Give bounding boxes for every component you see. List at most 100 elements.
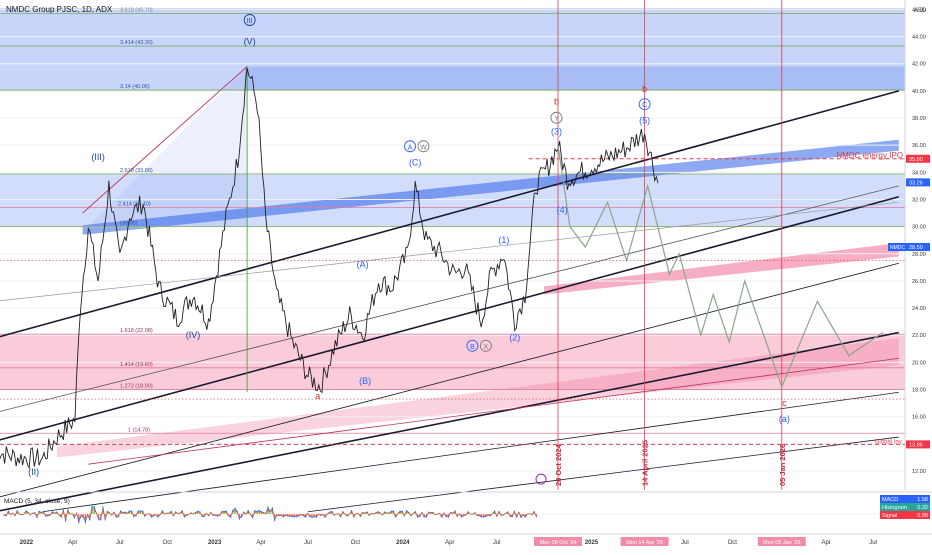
macd-value-number: 1.58 <box>917 497 928 503</box>
fib-level-label: 1.414 (19.60) <box>120 362 153 368</box>
wave-label-circle <box>638 98 651 111</box>
price-layer <box>0 67 884 470</box>
x-axis-badge: Mon 28 Oct '24 <box>539 540 576 546</box>
price-series-line <box>0 67 659 470</box>
y-tick-label: 40.00 <box>912 89 926 95</box>
macd-value-number: 0.99 <box>917 513 928 519</box>
price-tag-label: 33.26 <box>909 180 923 186</box>
x-axis-badge: Mon 14 Apr '25 <box>626 540 663 546</box>
ipo-label: NMDC energy IPO <box>836 151 903 160</box>
y-tick-label: 44.00 <box>912 35 926 41</box>
price-tag-prefix-bg <box>888 243 906 251</box>
wave-label: Y <box>554 116 559 123</box>
y-tick-label: 12.00 <box>912 469 926 475</box>
trend-line <box>88 357 899 465</box>
wave-label: (IV) <box>186 330 201 340</box>
wave-label-circle <box>479 339 492 352</box>
x-tick-label: 2024 <box>396 540 410 546</box>
wave-triangle-shade <box>88 66 248 227</box>
wave-label: B <box>470 344 475 351</box>
wave-label: (a) <box>779 414 790 424</box>
x-tick-label: Jul <box>116 540 124 546</box>
lightning-icon <box>535 473 547 485</box>
wave-label-circle <box>550 111 563 124</box>
fib-level-label: 1.272 (18.00) <box>120 384 153 390</box>
price-tag-bg <box>906 243 930 251</box>
wave-label: (3) <box>551 126 562 136</box>
x-tick-label: Apr <box>445 540 454 546</box>
wave-label: (III) <box>91 152 105 162</box>
blue-target-zone-box <box>245 66 905 91</box>
currency-label: AED <box>914 8 927 14</box>
x-tick-label: 2022 <box>20 540 34 546</box>
price-axis-bg <box>905 0 932 550</box>
fib-level-label: 2.414 (31.40) <box>118 202 151 208</box>
blue-target-zone-upper <box>0 8 905 91</box>
wave-label: (V) <box>244 37 256 47</box>
wave-label: W <box>420 144 427 151</box>
x-tick-label: Oct <box>351 540 361 546</box>
trend-line <box>82 66 248 214</box>
macd-line <box>3 506 537 523</box>
blue-slanted-band <box>82 139 899 235</box>
fib-level-label: 3.414 (43.30) <box>120 40 153 46</box>
wave-label: (A) <box>357 259 369 269</box>
y-tick-label: 20.00 <box>912 360 926 366</box>
wave-label: III <box>247 18 253 25</box>
x-tick-label: 2023 <box>208 540 222 546</box>
event-date-label: 14 April 2025 <box>641 440 650 486</box>
wave-label: b <box>642 84 647 94</box>
wave-label: (B) <box>359 376 371 386</box>
trend-line <box>0 185 899 412</box>
macd-value-name: Signal <box>882 513 897 519</box>
projection-path <box>557 145 884 389</box>
fib-level-label: (30.00) <box>120 221 138 227</box>
trend-line <box>0 90 900 338</box>
price-tag-bg <box>906 154 930 163</box>
x-tick-label: Apr <box>821 540 830 546</box>
wave-label-circle <box>243 14 256 26</box>
macd-value-tag <box>880 511 930 519</box>
price-tag-label: 28.50 <box>909 245 923 251</box>
y-tick-label: 18.00 <box>912 388 926 394</box>
wave-label: (4) <box>557 205 568 215</box>
price-tag-label: 35.00 <box>909 157 923 163</box>
lines-layer <box>0 0 905 513</box>
event-date-label: 28 Oct 2024 <box>554 443 563 486</box>
global-inv-label: Global Inv. <box>875 439 904 445</box>
y-tick-label: 16.00 <box>912 415 926 421</box>
x-tick-label: Jul <box>869 540 877 546</box>
macd-value-name: Histogram <box>882 505 907 511</box>
y-tick-label: 34.00 <box>912 170 926 176</box>
x-tick-label: 2025 <box>585 540 599 546</box>
trend-line <box>0 195 900 441</box>
x-tick-label: Jul <box>304 540 312 546</box>
wave-label: a <box>315 391 320 401</box>
macd-layer: MACD 1.58 Histogram 0.32 Signal 0.99 <box>0 491 932 524</box>
labels-layer: NMDC energy IPO Global Inv. 28 Oct 2024 14 … <box>28 8 903 486</box>
wave-label: (II) <box>28 467 39 477</box>
wave-label-circle <box>466 339 479 352</box>
wave-label: X <box>483 344 488 351</box>
x-axis-badge-bg <box>757 537 806 546</box>
x-tick-label: Oct <box>163 540 173 546</box>
x-tick-label: Apr <box>256 540 265 546</box>
y-tick-label: 26.00 <box>912 279 926 285</box>
macd-signal-line <box>3 509 537 520</box>
wave-label: (1) <box>498 235 509 245</box>
chart-title: NMDC Group PJSC, 1D, ADX <box>6 5 113 14</box>
macd-title: MACD (5, 34, close, 9) <box>4 498 70 505</box>
fib-level-label: 1.618 (22.08) <box>120 328 153 334</box>
fib-level-label: 3.14 (40.06) <box>120 84 150 90</box>
macd-value-number: 0.32 <box>917 505 928 511</box>
x-axis-badge-bg <box>534 537 583 546</box>
y-tick-label: 30.00 <box>912 225 926 231</box>
wave-label-circle <box>417 140 430 153</box>
y-tick-label: 24.00 <box>912 306 926 312</box>
macd-value-tag <box>880 495 930 503</box>
fib-level-label: 1 (14.78) <box>128 427 150 433</box>
x-axis-badge: Mon 05 Jan '26 <box>763 540 800 546</box>
wave-label-circle <box>404 140 416 153</box>
